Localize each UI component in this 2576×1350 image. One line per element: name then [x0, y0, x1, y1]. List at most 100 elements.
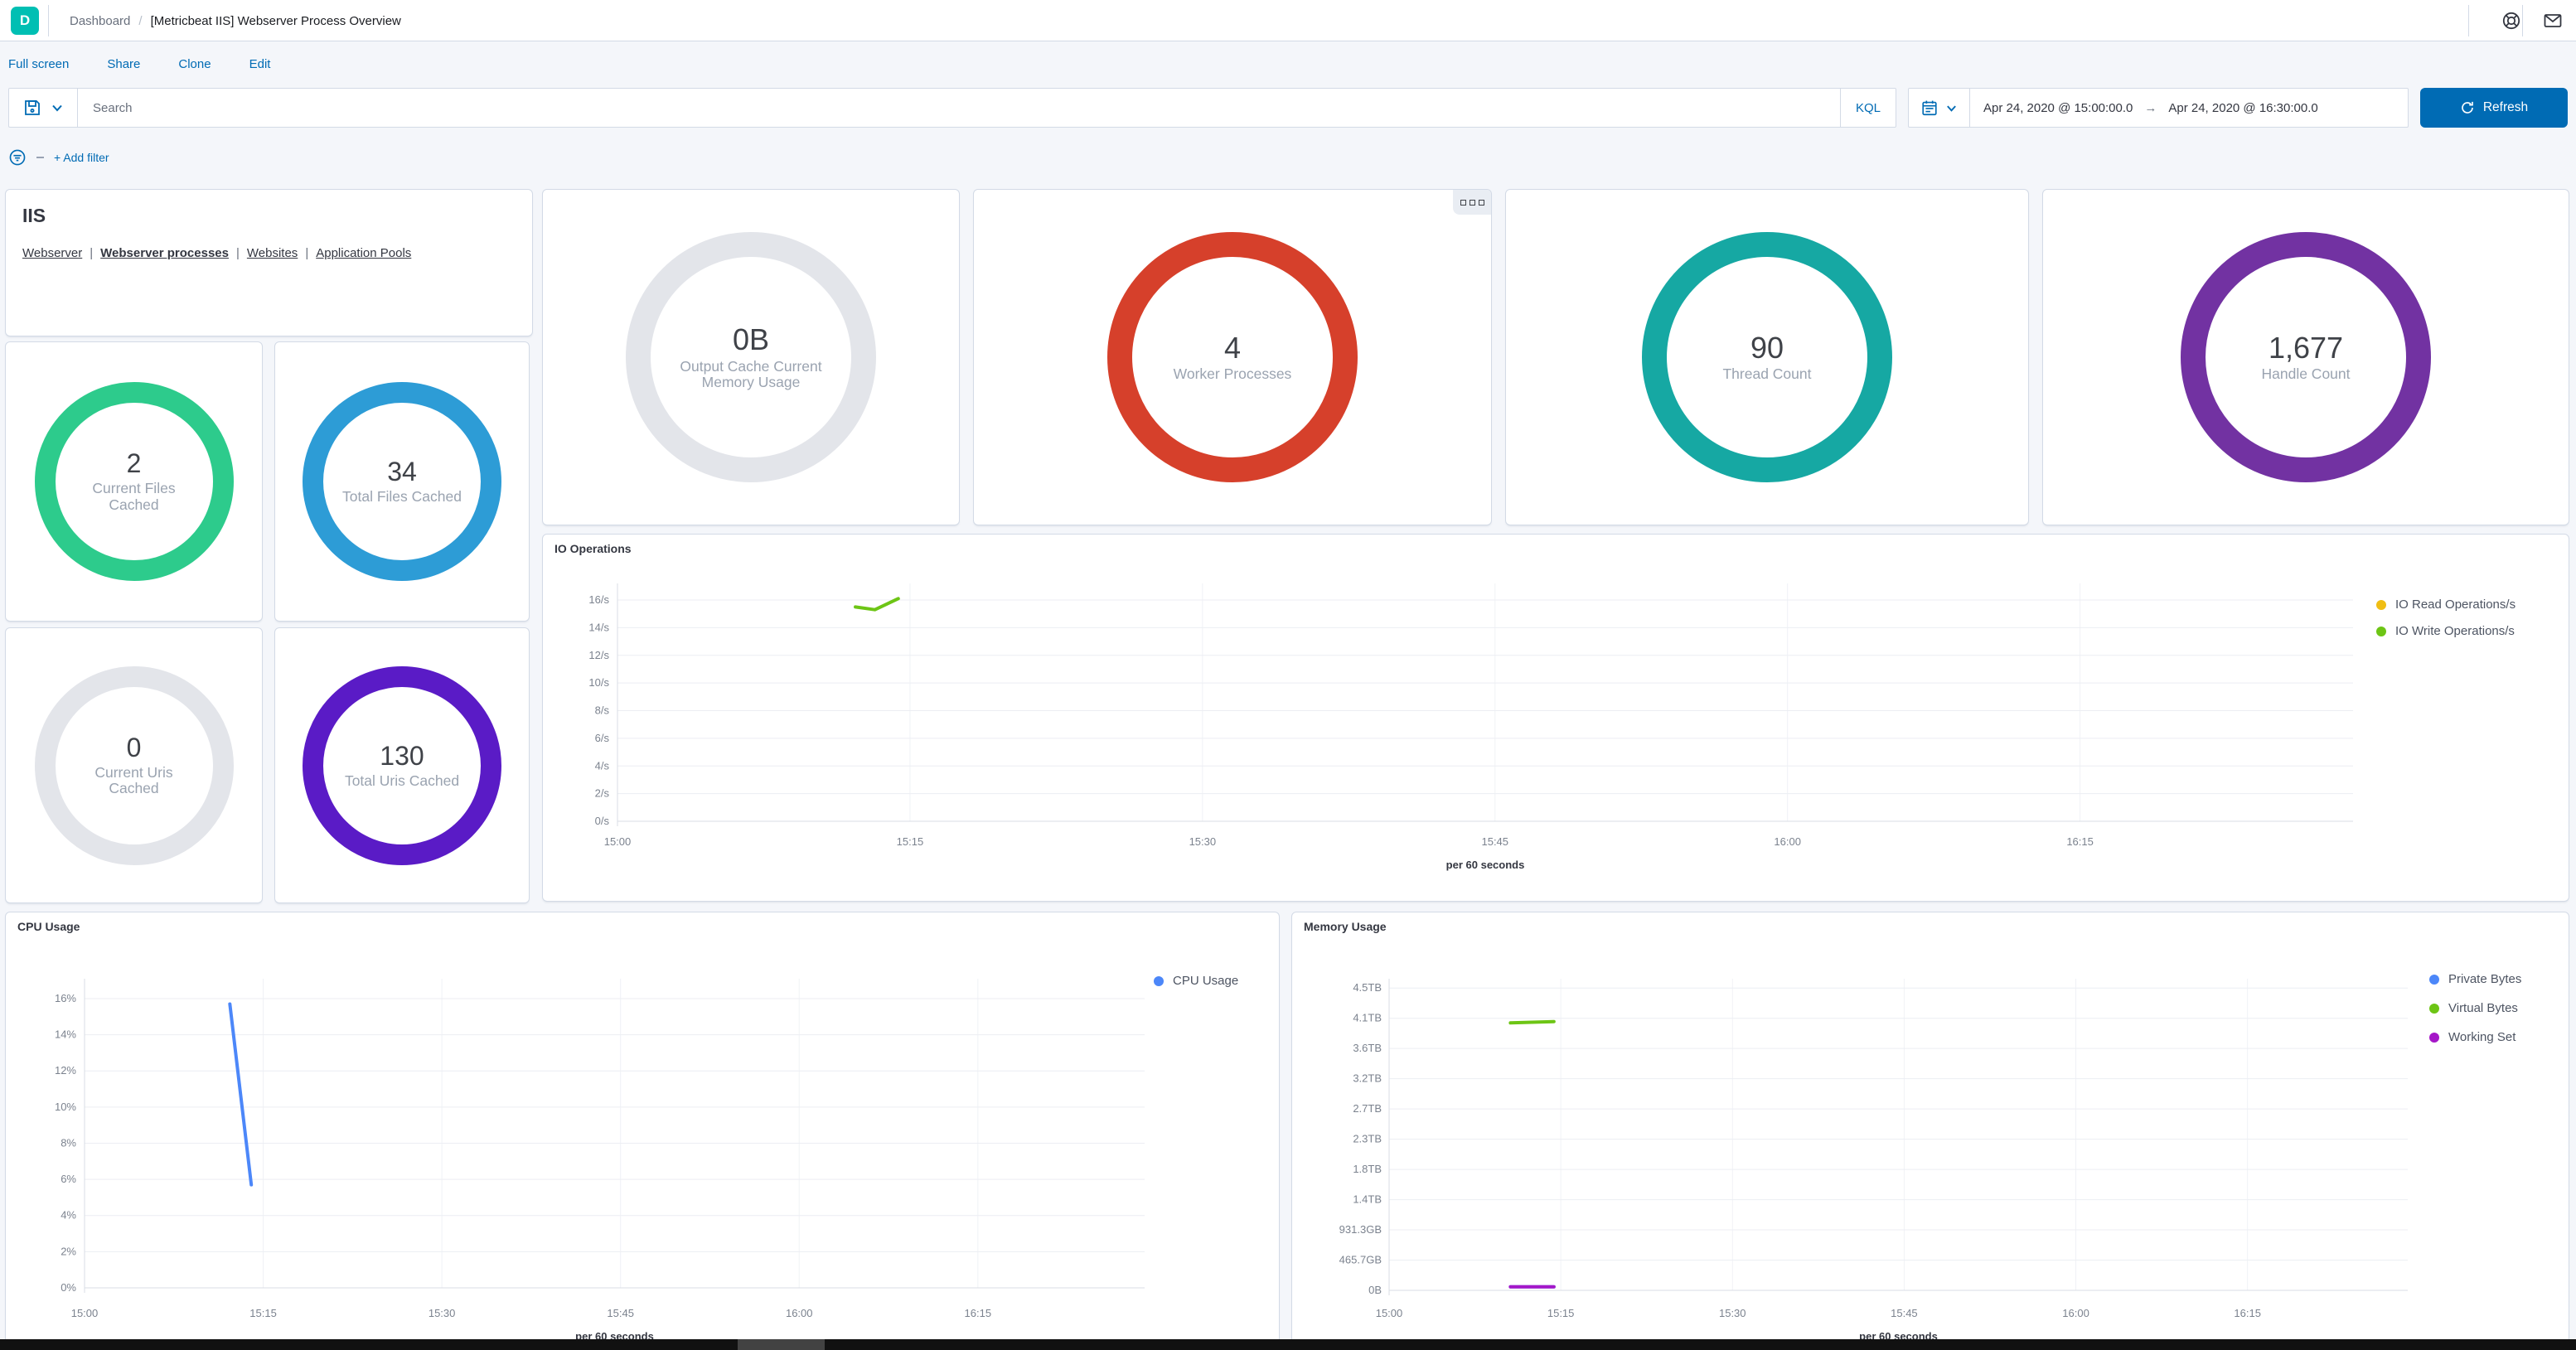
legend-label: IO Read Operations/s [2395, 598, 2516, 612]
io-write-operations-s-line [854, 597, 900, 612]
link-application-pools[interactable]: Application Pools [316, 246, 412, 260]
logo-letter: D [19, 12, 31, 28]
legend-item-private-bytes[interactable]: Private Bytes [2429, 972, 2521, 986]
legend-label: CPU Usage [1173, 974, 1239, 988]
save-icon [25, 100, 40, 115]
app-header: D Dashboard / [Metricbeat IIS] Webserver… [0, 0, 2576, 41]
x-axis-tick-label: 15:15 [249, 1307, 277, 1319]
refresh-label: Refresh [2482, 100, 2529, 114]
gauge-label: Thread Count [1722, 365, 1812, 383]
link-webserver[interactable]: Webserver [22, 246, 83, 260]
x-axis-tick-label: 15:45 [1481, 835, 1508, 848]
y-axis-tick-label: 0/s [595, 815, 610, 827]
chart-canvas: 0% 2% 4% 6% 8% 10% 12% 14% 16% 15:00 15:15 15:30 15:… [55, 979, 1145, 1343]
y-axis-tick-label: 8/s [595, 704, 610, 717]
saved-query-menu-button[interactable] [9, 89, 78, 127]
refresh-button[interactable]: Refresh [2420, 88, 2568, 128]
y-axis-tick-label: 4% [61, 1209, 76, 1222]
add-filter-button[interactable]: + Add filter [54, 151, 109, 164]
newsfeed-mail-icon[interactable] [2543, 11, 2563, 31]
header-icons [2501, 0, 2563, 41]
gauge-panel-worker-processes: 4 Worker Processes [973, 189, 1492, 525]
dashboard-app-logo[interactable]: D [11, 7, 39, 35]
chart-title: Memory Usage [1304, 920, 1387, 933]
memory-usage-chart-panel: Memory Usage 0B 465.7GB 931.3GB 1.4TB 1.8TB 2… [1291, 912, 2569, 1346]
y-axis-tick-label: 6/s [595, 732, 610, 744]
filter-icon[interactable] [8, 148, 27, 167]
chart-canvas: 0B 465.7GB 931.3GB 1.4TB 1.8TB 2.3TB 2.7TB 3.2T… [1339, 979, 2408, 1343]
legend-label: Private Bytes [2448, 972, 2522, 986]
search-input[interactable] [78, 89, 1840, 127]
link-separator: | [235, 246, 240, 260]
gauge-ring: 0B Output Cache Current Memory Usage [626, 232, 876, 482]
y-axis-tick-label: 0B [1368, 1284, 1382, 1296]
date-to[interactable]: Apr 24, 2020 @ 16:30:00.0 [2168, 100, 2318, 115]
refresh-icon [2462, 101, 2473, 114]
link-websites[interactable]: Websites [246, 246, 298, 260]
gauge-panel-output-cache: 0B Output Cache Current Memory Usage [542, 189, 960, 525]
date-from[interactable]: Apr 24, 2020 @ 15:00:00.0 [1983, 100, 2133, 115]
full-screen-button[interactable]: Full screen [8, 57, 70, 71]
header-divider [48, 5, 49, 36]
x-axis-tick-label: 15:30 [429, 1307, 456, 1319]
panel-options-button[interactable] [1453, 190, 1491, 215]
gauge-value: 130 [380, 740, 424, 771]
y-axis-tick-label: 2/s [595, 787, 610, 800]
chart-legend: CPU Usage [1154, 974, 1238, 988]
help-icon[interactable] [2501, 11, 2521, 31]
y-axis-tick-label: 1.8TB [1353, 1163, 1382, 1175]
y-axis-tick-label: 10% [55, 1101, 76, 1113]
share-button[interactable]: Share [107, 57, 141, 71]
y-axis-tick-label: 16/s [588, 593, 609, 606]
x-axis-tick-label: 15:45 [1891, 1307, 1918, 1319]
gauge-ring: 34 Total Files Cached [303, 382, 501, 581]
io-operations-chart-panel: IO Operations 0/s 2/s 4/s 6/s 8/s 10/s 12/s 14/… [542, 534, 2569, 902]
link-separator: | [305, 246, 309, 260]
breadcrumb-separator: / [138, 13, 143, 28]
legend-item-io-write-operations-s[interactable]: IO Write Operations/s [2376, 624, 2515, 638]
gauge-value: 1,677 [2268, 331, 2344, 365]
gauge-value: 4 [1223, 331, 1241, 365]
cpu-usage-chart-panel: CPU Usage 0% 2% 4% 6% 8% 10% 12% 14% 16% 15:00 15:… [5, 912, 1280, 1346]
y-axis-tick-label: 10/s [588, 676, 609, 689]
breadcrumb-dashboard[interactable]: Dashboard [70, 13, 131, 28]
legend-item-cpu-usage[interactable]: CPU Usage [1154, 974, 1238, 988]
y-axis-tick-label: 4.5TB [1353, 981, 1382, 994]
clone-button[interactable]: Clone [178, 57, 211, 71]
legend-dot-icon [2376, 626, 2386, 636]
legend-item-virtual-bytes[interactable]: Virtual Bytes [2429, 1001, 2521, 1015]
link-webserver-processes[interactable]: Webserver processes [100, 246, 229, 260]
header-divider [2522, 5, 2523, 36]
legend-label: IO Write Operations/s [2395, 624, 2515, 638]
x-axis-tick-label: 15:00 [604, 835, 632, 848]
legend-dot-icon [2429, 1003, 2439, 1014]
chart-legend: Private Bytes Virtual Bytes Working Set [2429, 972, 2521, 1044]
scrollbar-thumb[interactable] [738, 1339, 825, 1350]
y-axis-tick-label: 1.4TB [1353, 1193, 1382, 1206]
y-axis-tick-label: 2% [61, 1245, 76, 1257]
legend-dot-icon [2376, 599, 2386, 610]
kql-button[interactable]: KQL [1839, 89, 1896, 127]
x-axis-tick-label: 16:15 [965, 1307, 992, 1319]
gauge-ring: 130 Total Uris Cached [303, 665, 501, 865]
chart-canvas: 0/s 2/s 4/s 6/s 8/s 10/s 12/s 14/s 16/s 15:00 15:1… [588, 583, 2353, 871]
date-quick-select-button[interactable] [1909, 89, 1970, 127]
edit-button[interactable]: Edit [249, 57, 271, 71]
date-range: Apr 24, 2020 @ 15:00:00.0 → Apr 24, 2020… [1970, 101, 2331, 115]
x-axis-tick-label: 15:00 [1376, 1307, 1403, 1319]
y-axis-tick-label: 0% [61, 1281, 76, 1294]
x-axis-tick-label: 15:00 [71, 1307, 99, 1319]
gauge-ring: 0 Current Uris Cached [34, 665, 234, 865]
legend-label: Virtual Bytes [2448, 1001, 2518, 1015]
y-axis-tick-label: 931.3GB [1339, 1223, 1382, 1236]
y-axis-tick-label: 12% [55, 1064, 76, 1077]
date-picker: Apr 24, 2020 @ 15:00:00.0 → Apr 24, 2020… [1908, 88, 2409, 128]
x-axis-tick-label: 15:15 [897, 835, 924, 848]
x-axis-label: per 60 seconds [1446, 859, 1525, 871]
legend-item-working-set[interactable]: Working Set [2429, 1030, 2521, 1044]
gauge-value: 34 [387, 457, 417, 487]
legend-item-io-read-operations-s[interactable]: IO Read Operations/s [2376, 598, 2515, 612]
filter-dash [36, 157, 44, 158]
x-axis-tick-label: 15:30 [1189, 835, 1217, 848]
